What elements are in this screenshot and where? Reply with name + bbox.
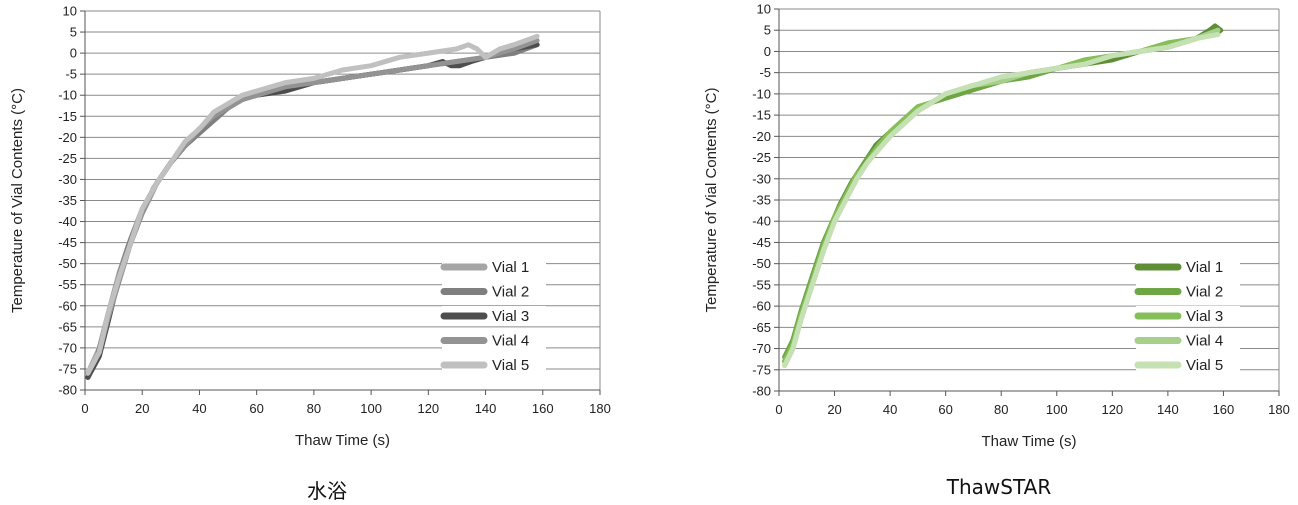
x-tick-label: 180 <box>1268 402 1290 417</box>
x-tick-label: 80 <box>307 401 321 416</box>
y-tick-label: -30 <box>58 172 77 187</box>
y-axis-label: Temperature of Vial Contents (°C) <box>9 88 26 313</box>
y-tick-label: -70 <box>752 341 771 356</box>
y-tick-label: -25 <box>58 151 77 166</box>
series-line-vial-5 <box>782 32 1221 368</box>
chart-water-bath-svg: 10 5 0 -5 -10 -15 -20 -25 -30 -35 -40 -45 -50 -55 -60 -… <box>9 4 611 450</box>
y-tick-label: 5 <box>764 23 771 38</box>
x-tick-label: 20 <box>827 402 841 417</box>
y-tick-label: -80 <box>58 383 77 398</box>
legend-label-vial-2: Vial 2 <box>492 284 529 301</box>
y-tick-label: 5 <box>70 25 77 40</box>
y-tick-label: -75 <box>752 362 771 377</box>
y-tick-label: -75 <box>58 361 77 376</box>
legend-label-vial-4: Vial 4 <box>492 333 529 350</box>
legend-label-vial-1: Vial 1 <box>492 259 529 276</box>
y-tick-label: -45 <box>58 235 77 250</box>
y-tick-label: -70 <box>58 340 77 355</box>
chart-thawstar: 10 5 0 -5 -10 -15 -20 -25 -30 -35 -40 -45 -50 -55 -60 -… <box>649 0 1298 505</box>
series-line-vial-3 <box>85 42 540 380</box>
y-tick-label: 10 <box>757 2 771 17</box>
legend-bg <box>442 306 546 326</box>
y-tick-label: -45 <box>752 235 771 250</box>
legend-label-vial-1: Vial 1 <box>1186 259 1223 276</box>
x-axis-label: Thaw Time (s) <box>981 433 1076 450</box>
x-tick-label: 40 <box>192 401 206 416</box>
y-tick-label: -10 <box>58 88 77 103</box>
legend-label-vial-2: Vial 2 <box>1186 284 1223 301</box>
legend-bg <box>442 257 546 277</box>
x-tick-label: 40 <box>883 402 897 417</box>
y-tick-label: -50 <box>58 256 77 271</box>
x-tick-label: 60 <box>938 402 952 417</box>
y-tick-label: -55 <box>58 277 77 292</box>
x-tick-label: 140 <box>475 401 497 416</box>
series-line-vial-5 <box>85 33 540 376</box>
x-tick-label: 160 <box>532 401 554 416</box>
y-axis-label: Temperature of Vial Contents (°C) <box>703 88 720 313</box>
y-tick-label: 0 <box>764 44 771 59</box>
chart-thawstar-title: ThawSTAR <box>946 475 1052 499</box>
x-tick-label: 140 <box>1157 402 1179 417</box>
legend-label-vial-3: Vial 3 <box>1186 308 1223 325</box>
y-tick-label: -60 <box>58 298 77 313</box>
chart-water-bath-title: 水浴 <box>307 479 347 503</box>
y-tick-label: -55 <box>752 277 771 292</box>
y-tick-label: -40 <box>752 214 771 229</box>
y-tick-label: 0 <box>70 46 77 61</box>
x-tick-label: 60 <box>249 401 263 416</box>
y-tick-label: -30 <box>752 171 771 186</box>
y-tick-label: -25 <box>752 150 771 165</box>
y-tick-label: -15 <box>58 109 77 124</box>
legend-bg <box>1136 330 1240 351</box>
y-tick-label: -5 <box>759 65 771 80</box>
chart-thawstar-svg: 10 5 0 -5 -10 -15 -20 -25 -30 -35 -40 -45 -50 -55 -60 -… <box>703 2 1290 451</box>
chart-water-bath: 10 5 0 -5 -10 -15 -20 -25 -30 -35 -40 -45 -50 -55 -60 -… <box>9 4 611 504</box>
x-tick-label: 120 <box>417 401 439 416</box>
x-tick-label: 100 <box>1046 402 1068 417</box>
legend-bg <box>442 355 546 375</box>
legend-bg <box>1136 257 1240 277</box>
y-tick-label: -35 <box>752 193 771 208</box>
y-tick-label: -20 <box>752 129 771 144</box>
legend-label-vial-5: Vial 5 <box>492 357 529 374</box>
y-tick-label: -80 <box>752 384 771 399</box>
legend-bg <box>1136 355 1240 375</box>
x-tick-label: 160 <box>1213 402 1235 417</box>
legend-bg <box>442 330 546 351</box>
y-tick-label: -15 <box>752 108 771 123</box>
x-tick-label: 100 <box>360 401 382 416</box>
legend-label-vial-5: Vial 5 <box>1186 357 1223 374</box>
y-tick-label: -40 <box>58 214 77 229</box>
x-tick-label: 80 <box>994 402 1008 417</box>
legend-bg <box>1136 306 1240 326</box>
legend-label-vial-3: Vial 3 <box>492 308 529 325</box>
x-tick-label: 120 <box>1101 402 1123 417</box>
y-tick-label: -10 <box>752 86 771 101</box>
x-axis-label: Thaw Time (s) <box>295 432 390 449</box>
x-tick-label: 180 <box>589 401 611 416</box>
legend-label-vial-4: Vial 4 <box>1186 333 1223 350</box>
y-tick-label: -35 <box>58 193 77 208</box>
legend-bg <box>1136 281 1240 302</box>
x-tick-label: 0 <box>775 402 782 417</box>
y-tick-label: -65 <box>752 320 771 335</box>
y-tick-label: -60 <box>752 299 771 314</box>
y-tick-label: -50 <box>752 256 771 271</box>
x-tick-label: 20 <box>135 401 149 416</box>
y-tick-label: 10 <box>63 4 77 19</box>
x-tick-label: 0 <box>81 401 88 416</box>
legend-bg <box>442 281 546 302</box>
series-line-vial-2 <box>85 42 540 380</box>
y-tick-label: -5 <box>65 67 77 82</box>
y-tick-label: -20 <box>58 130 77 145</box>
y-tick-label: -65 <box>58 319 77 334</box>
